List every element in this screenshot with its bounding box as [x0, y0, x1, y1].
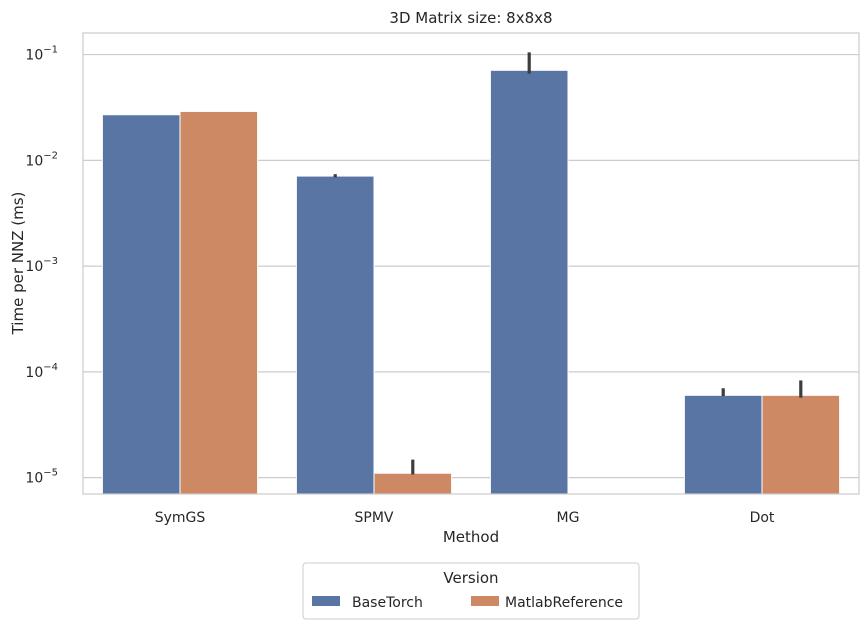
legend: Version BaseTorch MatlabReference	[302, 562, 640, 620]
x-tick-label-symgs: SymGS	[155, 510, 206, 526]
y-tick-label: 10−4	[25, 362, 58, 381]
legend-title: Version	[443, 569, 498, 587]
bar-basetorch-symgs	[101, 114, 181, 495]
x-tick-label-spmv: SPMV	[355, 510, 394, 526]
chart-title: 3D Matrix size: 8x8x8	[389, 9, 552, 27]
legend-swatch-basetorch	[312, 596, 340, 606]
legend-box	[302, 562, 640, 620]
x-tick-label-dot: Dot	[750, 510, 775, 526]
bar-basetorch-mg	[489, 69, 569, 495]
y-tick-labels: 10−5 10−4 10−3 10−2 10−1	[25, 45, 58, 487]
y-tick-label: 10−5	[25, 468, 58, 487]
x-tick-label-mg: MG	[557, 510, 580, 526]
y-axis-label: Time per NNZ (ms)	[9, 192, 27, 336]
y-tick-label: 10−2	[25, 150, 58, 169]
bar-matlabreference-spmv	[373, 472, 453, 495]
legend-label-basetorch: BaseTorch	[352, 595, 423, 611]
y-tick-label: 10−1	[25, 45, 58, 64]
error-bars	[333, 52, 803, 475]
y-tick-label: 10−3	[25, 256, 58, 275]
x-axis-label: Method	[443, 528, 499, 546]
bar-basetorch-dot	[683, 394, 763, 495]
bar-matlabreference-dot	[761, 394, 841, 495]
bar-basetorch-spmv	[295, 175, 375, 495]
legend-swatch-matlabreference	[471, 596, 499, 606]
legend-label-matlabreference: MatlabReference	[505, 595, 623, 611]
plot-frame	[82, 32, 860, 495]
x-tick-labels: SymGS SPMV MG Dot	[155, 510, 775, 526]
bar-matlabreference-symgs	[179, 110, 259, 495]
bars	[101, 69, 841, 495]
